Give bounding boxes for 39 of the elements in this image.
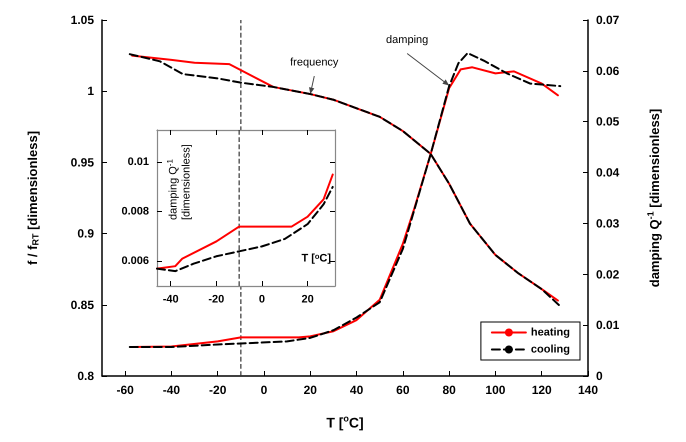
x-tick-label: 140 (578, 383, 598, 397)
x-tick-label: -60 (116, 383, 134, 397)
y-axis-title: f / fRT [dimensionless] (25, 130, 40, 266)
x-tick-label: 20 (301, 294, 314, 306)
x-tick-label: 40 (350, 383, 364, 397)
y-tick-label: 0.01 (128, 156, 149, 168)
y-tick-label: 0.85 (70, 298, 94, 312)
y2-axis-title: damping Q-1 [dimensionless] (646, 108, 662, 288)
x-tick-label: -20 (208, 294, 224, 306)
y2-tick-label: 0 (596, 369, 603, 383)
y2-tick-label: 0.06 (596, 64, 620, 78)
legend-label: heating (530, 326, 570, 338)
y2-tick-label: 0.05 (596, 114, 620, 129)
x-tick-label: -20 (209, 383, 227, 397)
x-tick-label: 0 (258, 294, 266, 306)
x-tick-label: -40 (162, 383, 180, 397)
y-tick-label: 0.008 (121, 206, 149, 218)
x-axis-title: T [ᵒC] (301, 252, 332, 264)
y-tick-label: 0.8 (77, 369, 94, 383)
annotation: frequency (290, 56, 339, 69)
y2-tick-label: 0.04 (596, 166, 620, 180)
x-tick-label: 20 (304, 383, 318, 397)
legend-label: cooling (530, 344, 570, 356)
y-tick-label: 1.05 (70, 13, 94, 27)
x-tick-label: 120 (532, 383, 552, 397)
y-tick-label: 1 (87, 84, 94, 98)
x-tick-label: 60 (396, 383, 410, 397)
x-tick-label: 100 (485, 383, 506, 397)
x-tick-label: -40 (162, 294, 179, 306)
x-tick-label: 0 (260, 383, 268, 397)
y-tick-label: 0.006 (121, 255, 149, 268)
y2-tick-label: 0.03 (596, 216, 620, 230)
y-tick-label: 0.9 (77, 226, 94, 241)
x-tick-label: 80 (442, 383, 456, 397)
y2-tick-label: 0.07 (596, 13, 620, 27)
y-tick-label: 0.95 (70, 155, 94, 170)
y2-tick-label: 0.02 (596, 267, 620, 282)
annotation: damping (386, 34, 428, 46)
y2-tick-label: 0.01 (596, 318, 620, 332)
